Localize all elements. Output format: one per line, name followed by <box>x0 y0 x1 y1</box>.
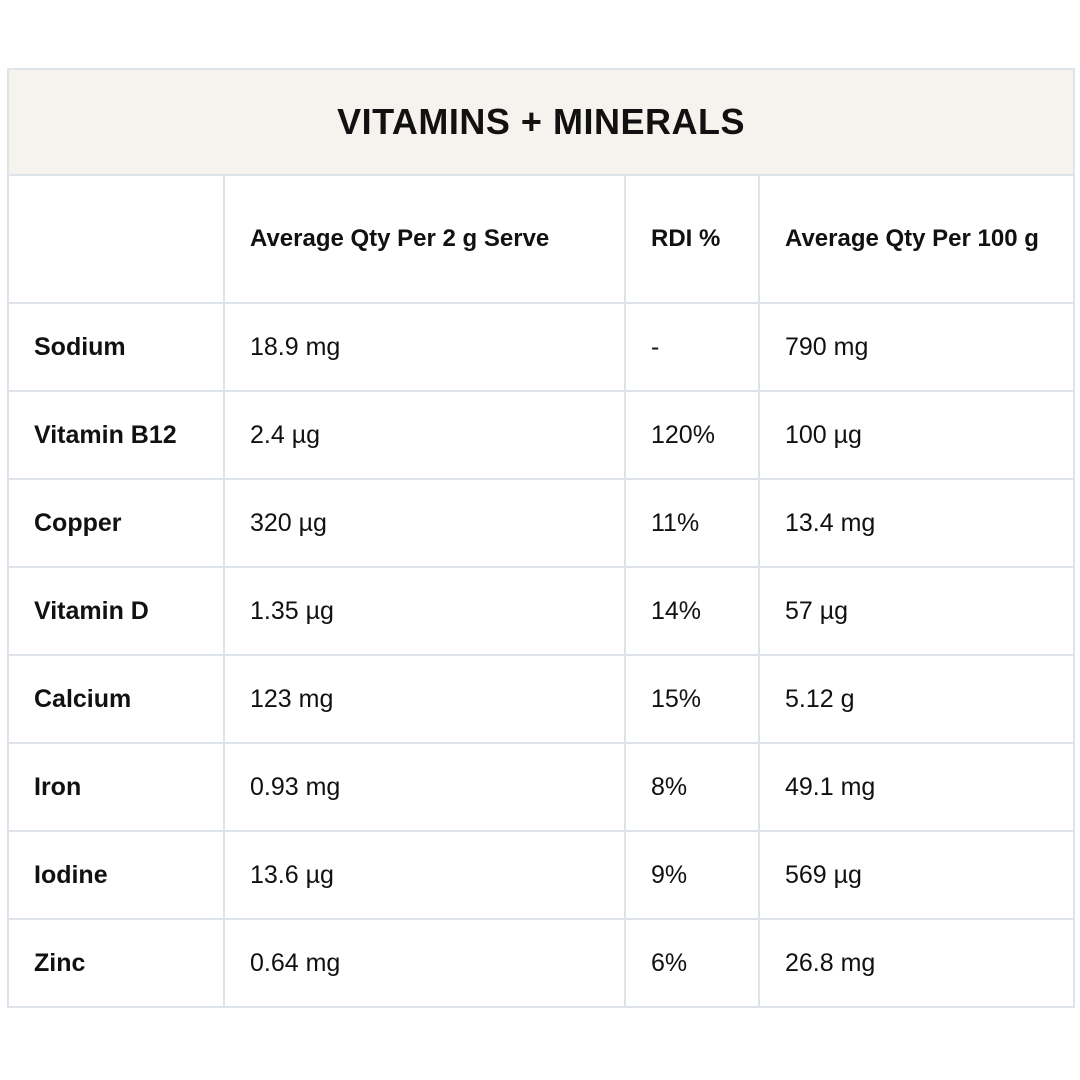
per-serve-value: 2.4 µg <box>223 390 626 480</box>
per-serve-value: 18.9 mg <box>223 302 626 392</box>
per-serve-value: 13.6 µg <box>223 830 626 920</box>
table-row: Iron 0.93 mg 8% 49.1 mg <box>7 742 1076 832</box>
table-title-row: VITAMINS + MINERALS <box>6 68 1076 176</box>
rdi-value: 6% <box>624 918 760 1008</box>
table-row: Calcium 123 mg 15% 5.12 g <box>7 654 1076 744</box>
per-serve-value: 123 mg <box>223 654 626 744</box>
column-header-rdi: RDI % <box>624 174 760 304</box>
rdi-value: - <box>624 302 760 392</box>
table-row: Sodium 18.9 mg - 790 mg <box>7 302 1076 392</box>
per-100g-value: 13.4 mg <box>757 478 1076 568</box>
nutrient-name: Zinc <box>7 918 225 1008</box>
vitamins-minerals-table: VITAMINS + MINERALS Average Qty Per 2 g … <box>6 68 1076 1008</box>
nutrient-name: Calcium <box>7 654 225 744</box>
per-serve-value: 0.93 mg <box>223 742 626 832</box>
nutrient-name: Vitamin D <box>7 566 225 656</box>
nutrient-name: Iron <box>7 742 225 832</box>
column-header-per-serve: Average Qty Per 2 g Serve <box>223 174 626 304</box>
rdi-value: 11% <box>624 478 760 568</box>
rdi-value: 8% <box>624 742 760 832</box>
table-row: Vitamin B12 2.4 µg 120% 100 µg <box>7 390 1076 480</box>
per-100g-value: 100 µg <box>757 390 1076 480</box>
table-row: Iodine 13.6 µg 9% 569 µg <box>7 830 1076 920</box>
column-header-nutrient <box>7 174 225 304</box>
per-100g-value: 49.1 mg <box>757 742 1076 832</box>
rdi-value: 120% <box>624 390 760 480</box>
column-header-per-100g: Average Qty Per 100 g <box>757 174 1076 304</box>
per-100g-value: 790 mg <box>757 302 1076 392</box>
rdi-value: 15% <box>624 654 760 744</box>
rdi-value: 14% <box>624 566 760 656</box>
per-serve-value: 0.64 mg <box>223 918 626 1008</box>
column-header-row: Average Qty Per 2 g Serve RDI % Average … <box>7 174 1076 304</box>
nutrient-name: Iodine <box>7 830 225 920</box>
nutrient-name: Vitamin B12 <box>7 390 225 480</box>
table-title: VITAMINS + MINERALS <box>6 68 1076 176</box>
per-100g-value: 57 µg <box>757 566 1076 656</box>
table-row: Copper 320 µg 11% 13.4 mg <box>7 478 1076 568</box>
nutrient-name: Sodium <box>7 302 225 392</box>
per-serve-value: 1.35 µg <box>223 566 626 656</box>
per-100g-value: 569 µg <box>757 830 1076 920</box>
rdi-value: 9% <box>624 830 760 920</box>
per-100g-value: 26.8 mg <box>757 918 1076 1008</box>
nutrient-name: Copper <box>7 478 225 568</box>
per-serve-value: 320 µg <box>223 478 626 568</box>
table-row: Vitamin D 1.35 µg 14% 57 µg <box>7 566 1076 656</box>
table-row: Zinc 0.64 mg 6% 26.8 mg <box>7 918 1076 1008</box>
per-100g-value: 5.12 g <box>757 654 1076 744</box>
